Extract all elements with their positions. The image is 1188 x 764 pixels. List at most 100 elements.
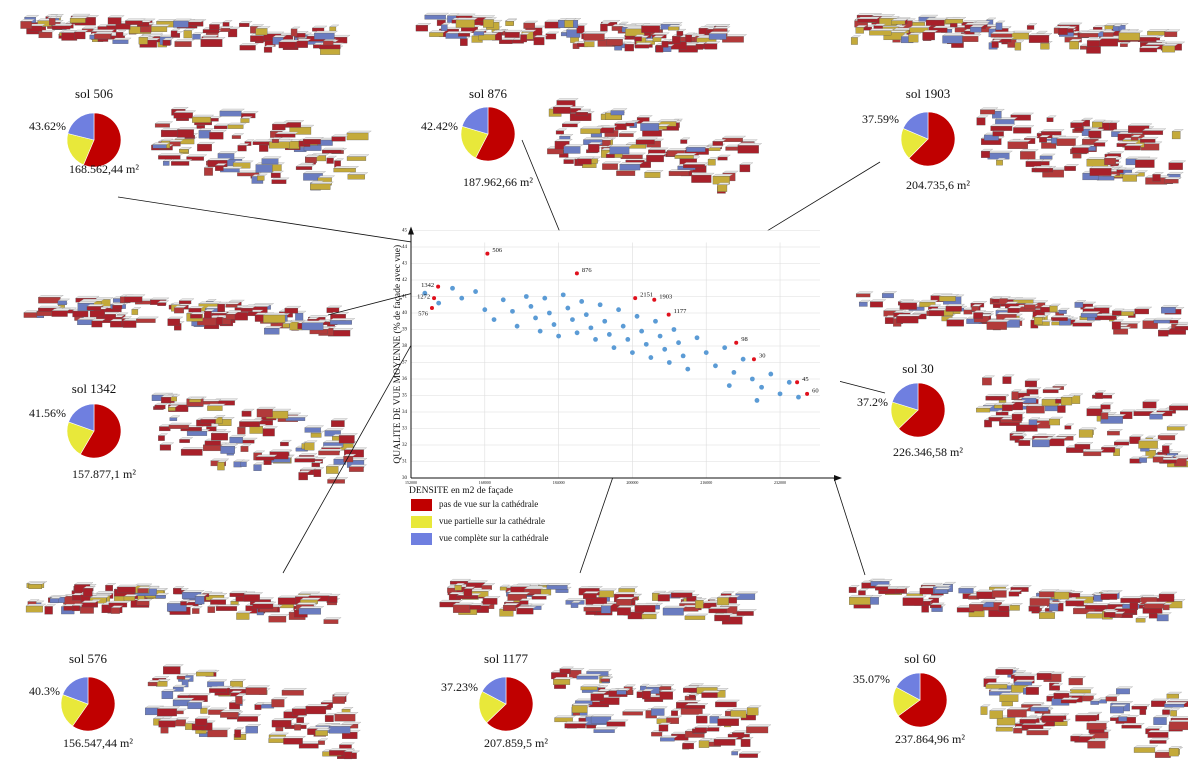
city-block-top: [124, 18, 146, 21]
city-block-top: [989, 708, 1007, 711]
city-block-top: [545, 31, 560, 35]
city-model: [848, 578, 1186, 623]
area-label: 207.859,5 m²: [484, 736, 548, 750]
city-block-top: [208, 130, 227, 133]
city-block: [685, 705, 706, 709]
city-block-top: [737, 143, 763, 146]
city-block: [331, 420, 345, 428]
city-block: [1028, 606, 1040, 612]
city-block-top: [868, 28, 895, 31]
city-block-top: [235, 610, 253, 614]
y-tick-label: 30: [402, 476, 408, 481]
city-block-top: [311, 25, 328, 29]
city-block: [1145, 450, 1156, 459]
city-block: [1104, 158, 1116, 166]
city-block: [680, 139, 688, 144]
city-block: [635, 139, 655, 145]
city-block: [326, 466, 339, 474]
city-block: [576, 675, 599, 680]
city-block: [220, 712, 239, 718]
y-tick-label: 38: [402, 344, 408, 349]
city-block: [614, 123, 627, 131]
city-block-top: [983, 676, 1000, 679]
data-point: [611, 345, 617, 351]
city-block: [1049, 305, 1058, 313]
city-block-top: [302, 137, 325, 140]
city-block: [241, 410, 252, 417]
city-block: [1170, 710, 1177, 717]
city-block-top: [945, 17, 967, 20]
pie-title: sol 1342: [72, 381, 116, 396]
city-block: [178, 300, 192, 305]
city-block-top: [278, 39, 300, 43]
city-block: [198, 130, 211, 139]
city-block: [131, 309, 139, 315]
city-block: [712, 141, 723, 146]
city-block: [167, 407, 176, 411]
city-block-top: [623, 684, 636, 687]
city-block: [186, 156, 204, 161]
city-block: [327, 479, 345, 484]
x-tick-label: 232000: [774, 480, 786, 485]
city-block-top: [995, 667, 1017, 670]
city-block-top: [1019, 149, 1039, 152]
city-block: [329, 726, 351, 734]
city-block-top: [1082, 449, 1105, 452]
city-block: [86, 306, 102, 311]
city-block-top: [329, 24, 340, 28]
city-block-top: [645, 153, 668, 156]
city-block: [1156, 614, 1169, 622]
point-label: 1177: [674, 308, 688, 315]
city-block: [1056, 138, 1076, 146]
data-point: [523, 294, 529, 299]
city-block-top: [178, 298, 195, 301]
city-block: [1137, 37, 1157, 43]
city-block-top: [991, 588, 1010, 591]
city-block: [1164, 31, 1178, 38]
city-block: [533, 37, 545, 46]
city-block-top: [152, 142, 170, 145]
city-block-top: [313, 30, 338, 34]
legend-label: pas de vue sur la cathédrale: [439, 499, 538, 509]
city-block: [985, 684, 1008, 689]
legend-label: vue complète sur la cathédrale: [439, 533, 548, 543]
city-block: [323, 619, 339, 624]
city-block: [969, 604, 984, 612]
city-block: [1083, 451, 1102, 457]
city-block: [1054, 591, 1070, 600]
city-block-top: [295, 164, 316, 167]
city-block-top: [1158, 591, 1178, 595]
city-block: [996, 159, 1003, 166]
data-point: [671, 327, 677, 332]
city-block-top: [95, 591, 117, 594]
city-block: [1007, 141, 1028, 149]
data-point: [734, 340, 739, 345]
city-block: [705, 727, 720, 732]
city-block: [454, 585, 462, 591]
city-block-top: [651, 32, 670, 35]
city-block-top: [644, 170, 664, 173]
city-block-top: [618, 21, 629, 25]
city-block: [717, 156, 728, 161]
city-block-top: [70, 13, 91, 17]
city-block: [1139, 457, 1147, 463]
city-block-top: [580, 126, 604, 129]
city-block: [651, 732, 663, 737]
city-block-top: [1013, 673, 1038, 677]
city-block: [314, 32, 335, 40]
city-block-top: [191, 114, 215, 118]
city-block-top: [580, 684, 601, 687]
city-block-top: [1161, 707, 1174, 711]
city-block-top: [546, 583, 571, 586]
city-block-top: [219, 108, 245, 112]
pie-slice: [897, 672, 948, 728]
city-block: [277, 597, 297, 605]
city-block-top: [255, 454, 278, 457]
city-block-top: [333, 166, 360, 169]
pie-title: sol 876: [469, 86, 507, 101]
city-block-top: [1166, 691, 1183, 695]
city-block-top: [1160, 305, 1180, 308]
city-block-top: [639, 683, 650, 687]
city-block-top: [696, 685, 721, 688]
city-block-top: [112, 37, 132, 41]
